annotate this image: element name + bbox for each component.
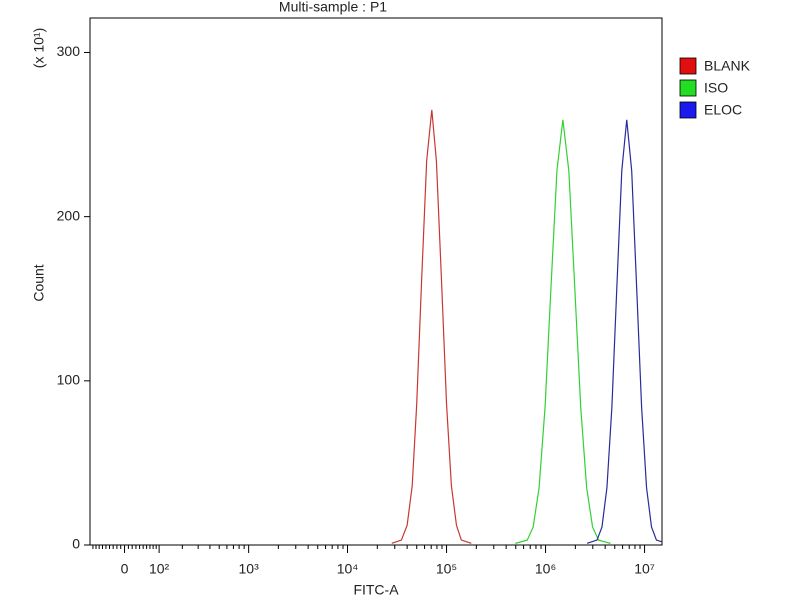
x-tick-label: 10⁷: [634, 561, 655, 577]
legend-label: BLANK: [704, 58, 751, 74]
legend-swatch: [679, 79, 697, 97]
histogram-curve: [391, 109, 472, 544]
legend-swatch: [679, 101, 697, 119]
y-tick-label: 0: [72, 536, 80, 552]
chart-title: Multi-sample : P1: [279, 0, 387, 15]
y-tick-label: 300: [57, 43, 81, 59]
x-tick-label: 10⁶: [535, 561, 556, 577]
plot-area: [391, 109, 662, 544]
x-tick-label: 0: [121, 561, 129, 577]
y-tick-label: 200: [57, 207, 81, 223]
legend-label: ISO: [704, 80, 728, 96]
x-tick-label: 10⁵: [436, 561, 457, 577]
x-tick-label: 10⁴: [337, 561, 359, 577]
y-axis-label: Count: [31, 264, 47, 301]
x-axis-label: FITC-A: [353, 582, 399, 598]
plot-frame: [89, 17, 663, 546]
legend-label: ELOC: [704, 102, 742, 118]
y-scale-label: (x 10¹): [31, 28, 47, 68]
x-tick-label: 10²: [149, 561, 170, 577]
y-tick-label: 100: [57, 372, 81, 388]
histogram-curve: [586, 119, 662, 544]
x-tick-label: 10³: [239, 561, 260, 577]
histogram-curve: [515, 119, 611, 544]
legend-swatch: [679, 57, 697, 75]
